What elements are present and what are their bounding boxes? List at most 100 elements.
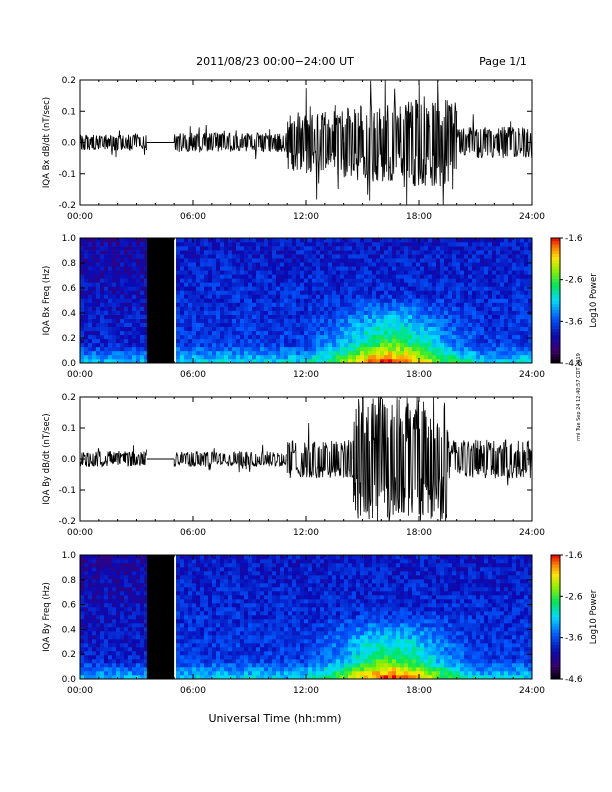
spectrogram-cell <box>292 286 297 291</box>
spectrogram-cell <box>100 346 105 352</box>
spectrogram-cell <box>228 326 233 332</box>
spectrogram-cell <box>204 607 209 612</box>
spectrogram-cell <box>116 559 121 564</box>
spectrogram-cell <box>388 290 393 295</box>
spectrogram-cell <box>196 258 201 263</box>
spectrogram-cell <box>84 567 89 572</box>
spectrogram-cell <box>516 326 521 332</box>
spectrogram-cell <box>176 338 181 344</box>
x-tick-label: 06:00 <box>180 212 206 222</box>
spectrogram-cell <box>200 655 205 660</box>
spectrogram-cell <box>224 671 229 676</box>
spectrogram-cell <box>92 298 97 303</box>
spectrogram-cell <box>328 342 333 348</box>
spectrogram-cell <box>284 346 289 352</box>
spectrogram-cell <box>392 326 397 332</box>
spectrogram-cell <box>84 306 89 311</box>
spectrogram-cell <box>132 599 137 604</box>
spectrogram-cell <box>256 346 261 352</box>
spectrogram-cell <box>356 342 361 348</box>
spectrogram-cell <box>220 627 225 632</box>
spectrogram-cell <box>80 286 85 291</box>
spectrogram-cell <box>316 274 321 279</box>
spectrogram-cell <box>88 575 93 580</box>
spectrogram-cell <box>144 619 149 624</box>
spectrogram-cell <box>392 314 397 319</box>
spectrogram-cell <box>260 619 265 624</box>
spectrogram-cell <box>188 639 193 644</box>
spectrogram-cell <box>84 354 89 360</box>
spectrogram-cell <box>244 330 249 336</box>
spectrogram-cell <box>436 298 441 303</box>
spectrogram-cell <box>188 607 193 612</box>
spectrogram-cell <box>468 258 473 263</box>
spectrogram-cell <box>132 242 137 247</box>
spectrogram-cell <box>112 266 117 271</box>
spectrogram-cell <box>96 290 101 295</box>
spectrogram-cell <box>300 266 305 271</box>
spectrogram-cell <box>80 254 85 259</box>
spectrogram-cell <box>520 350 525 356</box>
spectrogram-cell <box>472 358 477 364</box>
spectrogram-cell <box>80 647 85 652</box>
spectrogram-cell <box>392 346 397 352</box>
spectrogram-cell <box>296 262 301 267</box>
spectrogram-cell <box>320 246 325 251</box>
spectrogram-cell <box>420 270 425 275</box>
spectrogram-cell <box>192 647 197 652</box>
spectrogram-cell <box>224 306 229 311</box>
spectrogram-cell <box>432 310 437 315</box>
spectrogram-cell <box>228 238 233 243</box>
spectrogram-cell <box>108 663 113 668</box>
spectrogram-cell <box>324 318 329 323</box>
spectrogram-cell <box>396 270 401 275</box>
spectrogram-cell <box>80 294 85 299</box>
spectrogram-cell <box>436 314 441 319</box>
y-tick-label: 0.0 <box>62 139 77 149</box>
spectrogram-cell <box>100 571 105 576</box>
spectrogram-cell <box>292 310 297 315</box>
spectrogram-cell <box>196 290 201 295</box>
spectrogram-cell <box>216 282 221 287</box>
spectrogram-cell <box>248 591 253 596</box>
spectrogram-cell <box>196 663 201 668</box>
spectrogram-cell <box>188 298 193 303</box>
spectrogram-cell <box>412 342 417 348</box>
spectrogram-cell <box>176 318 181 323</box>
spectrogram-cell <box>460 326 465 332</box>
spectrogram-cell <box>396 350 401 356</box>
spectrogram-cell <box>292 270 297 275</box>
spectrogram-cell <box>248 607 253 612</box>
spectrogram-cell <box>144 635 149 640</box>
spectrogram-cell <box>144 258 149 263</box>
spectrogram-cell <box>440 274 445 279</box>
spectrogram-cell <box>512 306 517 311</box>
colorbar-swatch <box>551 350 560 354</box>
spectrogram-cell <box>272 651 277 656</box>
spectrogram-cell <box>232 615 237 620</box>
spectrogram-cell <box>316 266 321 271</box>
spectrogram-cell <box>292 250 297 255</box>
spectrogram-cell <box>200 350 205 356</box>
spectrogram-cell <box>432 346 437 352</box>
spectrogram-cell <box>220 675 225 680</box>
spectrogram-cell <box>124 671 129 676</box>
spectrogram-cell <box>96 667 101 672</box>
spectrogram-cell <box>232 326 237 332</box>
spectrogram-cell <box>264 326 269 332</box>
spectrogram-cell <box>516 314 521 319</box>
y-axis-title: IQA Bx Freq (Hz) <box>42 266 52 336</box>
spectrogram-cell <box>224 238 229 243</box>
spectrogram-cell <box>240 250 245 255</box>
spectrogram-cell <box>224 334 229 340</box>
spectrogram-cell <box>232 603 237 608</box>
spectrogram-cell <box>360 238 365 243</box>
spectrogram-cell <box>116 611 121 616</box>
spectrogram-cell <box>516 310 521 315</box>
spectrogram-cell <box>384 278 389 283</box>
spectrogram-cell <box>372 266 377 271</box>
spectrogram-cell <box>320 242 325 247</box>
spectrogram-cell <box>400 254 405 259</box>
spectrogram-cell <box>344 250 349 255</box>
spectrogram-cell <box>316 270 321 275</box>
